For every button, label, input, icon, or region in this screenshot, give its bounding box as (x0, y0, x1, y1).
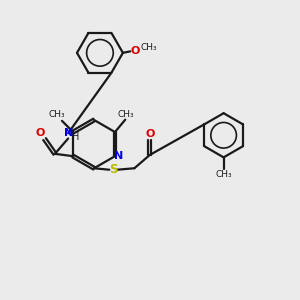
Text: N: N (114, 151, 123, 161)
Text: S: S (109, 163, 117, 176)
Text: CH₃: CH₃ (118, 110, 134, 119)
Text: O: O (35, 128, 45, 138)
Text: H: H (72, 132, 79, 142)
Text: O: O (145, 129, 154, 139)
Text: CH₃: CH₃ (140, 43, 157, 52)
Text: CH₃: CH₃ (48, 110, 65, 119)
Text: O: O (131, 46, 140, 56)
Text: N: N (64, 128, 73, 138)
Text: CH₃: CH₃ (215, 170, 232, 179)
